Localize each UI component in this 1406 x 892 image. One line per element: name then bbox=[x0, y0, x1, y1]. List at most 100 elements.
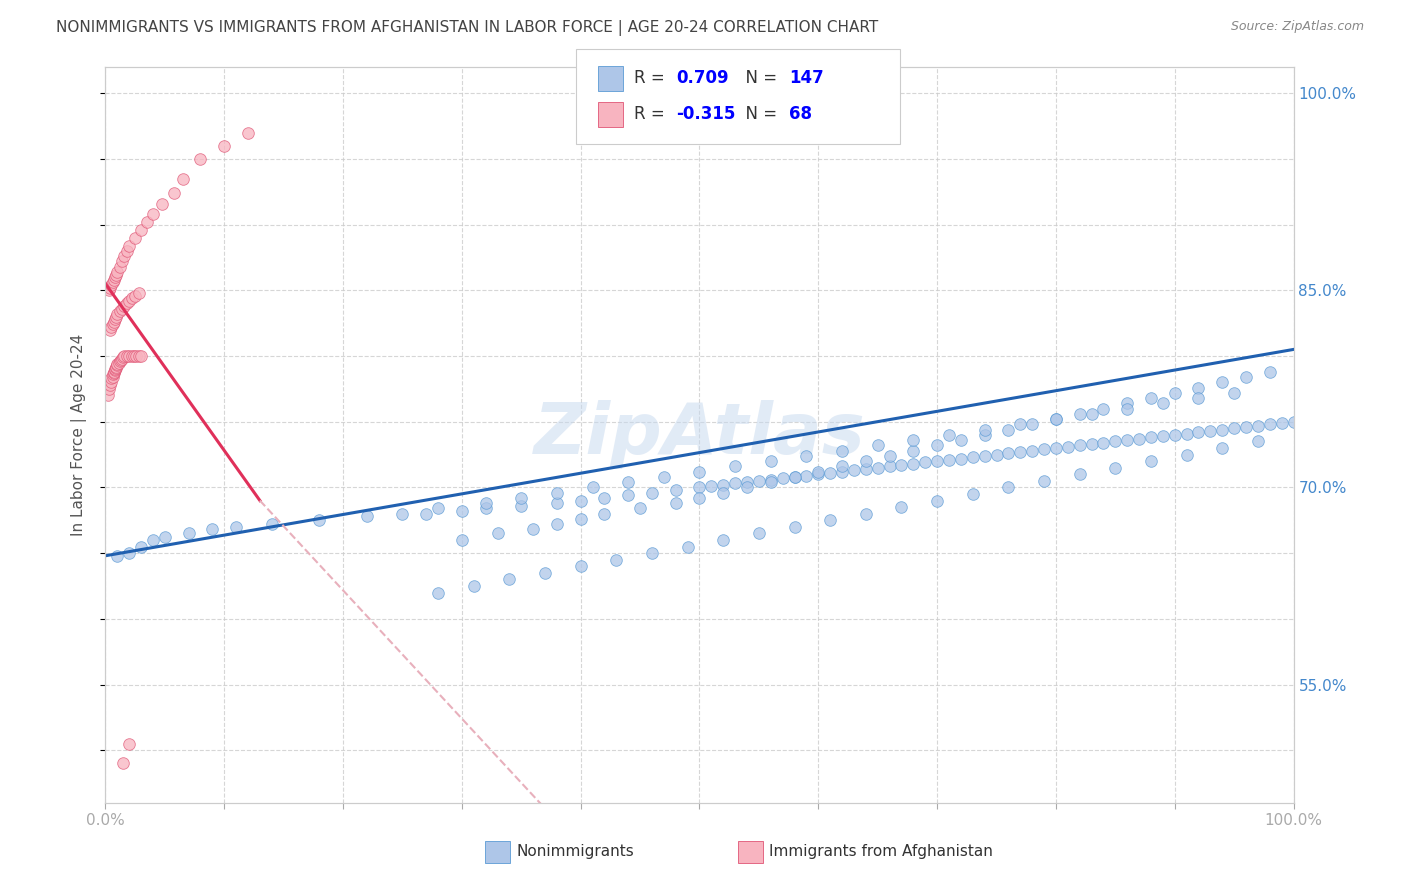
Point bbox=[641, 546, 664, 560]
Point bbox=[1211, 441, 1233, 455]
Point bbox=[115, 244, 138, 258]
Point bbox=[105, 310, 128, 324]
Point bbox=[103, 315, 125, 329]
Point bbox=[938, 452, 960, 467]
Point bbox=[100, 320, 122, 334]
Point bbox=[807, 467, 830, 482]
Point bbox=[1211, 376, 1233, 390]
Point bbox=[105, 265, 128, 279]
Point bbox=[105, 549, 128, 563]
Point bbox=[1069, 438, 1091, 452]
Point bbox=[510, 491, 533, 505]
Point bbox=[114, 249, 136, 263]
Point bbox=[879, 459, 901, 474]
Text: ZipAtlas: ZipAtlas bbox=[534, 401, 865, 469]
Point bbox=[498, 573, 520, 587]
Point bbox=[997, 423, 1019, 437]
Point bbox=[142, 207, 165, 221]
Point bbox=[474, 501, 496, 516]
Point bbox=[308, 513, 330, 527]
Point bbox=[1140, 454, 1163, 468]
Point bbox=[103, 366, 125, 380]
Point bbox=[1187, 391, 1209, 405]
Point bbox=[1021, 417, 1043, 432]
Point bbox=[759, 475, 782, 490]
Point bbox=[818, 466, 841, 480]
Point bbox=[124, 288, 146, 302]
Point bbox=[997, 446, 1019, 460]
Point bbox=[172, 171, 194, 186]
Point bbox=[855, 507, 877, 521]
Point bbox=[104, 270, 127, 285]
Point bbox=[1187, 380, 1209, 394]
Point bbox=[1092, 401, 1115, 416]
Point bbox=[925, 493, 948, 508]
Text: R =: R = bbox=[634, 70, 671, 87]
Point bbox=[628, 501, 651, 516]
Point bbox=[1223, 385, 1246, 400]
Point bbox=[105, 359, 128, 374]
Point bbox=[831, 443, 853, 458]
Point bbox=[938, 428, 960, 442]
Point bbox=[569, 512, 592, 526]
Point bbox=[105, 307, 128, 321]
Text: -0.315: -0.315 bbox=[676, 105, 735, 123]
Point bbox=[122, 349, 145, 363]
Point bbox=[1069, 467, 1091, 482]
Point bbox=[1234, 420, 1257, 434]
Point bbox=[1175, 448, 1198, 462]
Text: 0.709: 0.709 bbox=[676, 70, 728, 87]
Point bbox=[1164, 385, 1187, 400]
Point bbox=[1152, 429, 1174, 443]
Point bbox=[115, 296, 138, 310]
Text: R =: R = bbox=[634, 105, 671, 123]
Point bbox=[108, 260, 131, 274]
Point bbox=[772, 471, 794, 485]
Point bbox=[1116, 396, 1139, 410]
Point bbox=[129, 223, 152, 237]
Point bbox=[105, 268, 128, 282]
Point bbox=[1282, 415, 1305, 429]
Point bbox=[1045, 412, 1067, 426]
Point bbox=[665, 483, 688, 497]
Point bbox=[391, 507, 413, 521]
Point bbox=[711, 485, 734, 500]
Point bbox=[100, 371, 122, 385]
Point bbox=[104, 363, 127, 377]
Point bbox=[1199, 424, 1222, 438]
Text: 68: 68 bbox=[789, 105, 811, 123]
Point bbox=[450, 504, 472, 518]
Point bbox=[1271, 416, 1294, 430]
Point bbox=[879, 449, 901, 463]
Point bbox=[724, 476, 747, 491]
Point bbox=[153, 530, 176, 544]
Point bbox=[807, 465, 830, 479]
Point bbox=[997, 480, 1019, 494]
Point bbox=[115, 349, 138, 363]
Point bbox=[1045, 412, 1067, 426]
Point bbox=[866, 460, 889, 475]
Point bbox=[474, 496, 496, 510]
Point bbox=[1092, 435, 1115, 450]
Point bbox=[676, 540, 699, 554]
Text: 147: 147 bbox=[789, 70, 824, 87]
Point bbox=[415, 507, 437, 521]
Text: Nonimmigrants: Nonimmigrants bbox=[516, 845, 634, 859]
Point bbox=[128, 285, 150, 300]
Point bbox=[1247, 434, 1270, 449]
Text: Immigrants from Afghanistan: Immigrants from Afghanistan bbox=[769, 845, 993, 859]
Point bbox=[522, 523, 544, 537]
Point bbox=[177, 526, 200, 541]
Point bbox=[1080, 407, 1102, 421]
Point bbox=[105, 360, 128, 375]
Text: N =: N = bbox=[735, 70, 783, 87]
Point bbox=[100, 278, 122, 293]
Point bbox=[1152, 396, 1174, 410]
Point bbox=[748, 526, 770, 541]
Point bbox=[1258, 365, 1281, 379]
Point bbox=[1258, 417, 1281, 432]
Point bbox=[665, 496, 688, 510]
Point bbox=[112, 756, 135, 771]
Point bbox=[890, 458, 912, 472]
Point bbox=[973, 423, 995, 437]
